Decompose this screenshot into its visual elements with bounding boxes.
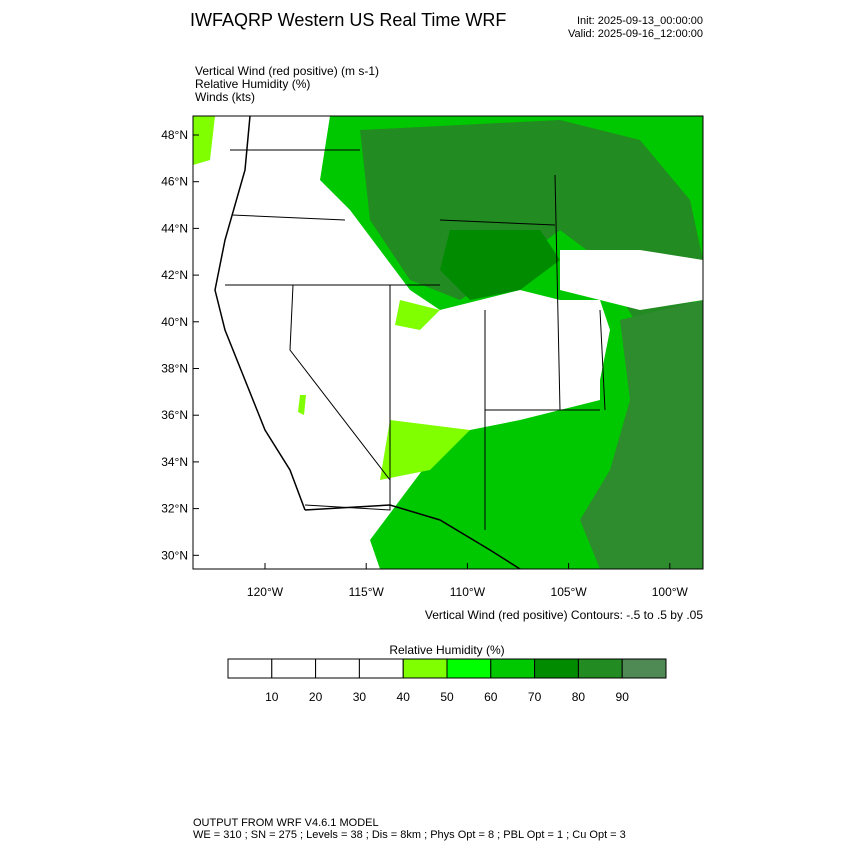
colorbar-label: 20 (309, 690, 323, 704)
init-time: Init: 2025-09-13_00:00:00 (577, 15, 703, 27)
colorbar-title: Relative Humidity (%) (389, 643, 504, 657)
lat-label: 30°N (161, 548, 188, 562)
lat-label: 46°N (161, 175, 188, 189)
lat-label: 42°N (161, 268, 188, 282)
colorbar-box (577, 658, 623, 679)
field-label: Relative Humidity (%) (195, 77, 310, 91)
colorbar-box (534, 658, 579, 679)
colorbar-label: 10 (265, 690, 279, 704)
footer-line: OUTPUT FROM WRF V4.6.1 MODEL (193, 817, 379, 829)
colorbar-box (271, 658, 317, 679)
lat-label: 32°N (161, 502, 188, 516)
colorbar-label: 90 (616, 690, 630, 704)
lon-label: 120°W (247, 585, 284, 599)
valid-time: Valid: 2025-09-16_12:00:00 (568, 28, 703, 40)
colorbar-label: 40 (397, 690, 411, 704)
colorbar-label: 60 (484, 690, 498, 704)
footer-line: WE = 310 ; SN = 275 ; Levels = 38 ; Dis … (193, 829, 626, 841)
map (192, 115, 704, 570)
field-label: Vertical Wind (red positive) (m s-1) (195, 64, 379, 78)
field-label: Winds (kts) (195, 90, 255, 104)
colorbar-box (315, 658, 360, 679)
lon-label: 115°W (349, 585, 385, 599)
colorbar-box (402, 658, 448, 679)
lat-label: 38°N (161, 362, 188, 376)
contour-note: Vertical Wind (red positive) Contours: -… (425, 608, 703, 622)
colorbar-box (227, 658, 273, 679)
colorbar-box (490, 658, 536, 679)
lon-label: 105°W (551, 585, 588, 599)
map-frame (192, 115, 704, 570)
lat-label: 44°N (161, 221, 188, 235)
lat-label: 40°N (161, 315, 188, 329)
lon-label: 100°W (652, 585, 689, 599)
lat-label: 36°N (161, 408, 188, 422)
colorbar-label: 30 (353, 690, 367, 704)
colorbar-box (621, 658, 667, 679)
lon-label: 110°W (450, 585, 486, 599)
lat-label: 34°N (161, 455, 188, 469)
colorbar-box (446, 658, 492, 679)
title: IWFAQRP Western US Real Time WRF (190, 10, 506, 30)
lat-label: 48°N (161, 128, 188, 142)
colorbar-label: 50 (440, 690, 454, 704)
colorbar-box (358, 658, 404, 679)
colorbar-label: 80 (572, 690, 586, 704)
colorbar-label: 70 (528, 690, 542, 704)
